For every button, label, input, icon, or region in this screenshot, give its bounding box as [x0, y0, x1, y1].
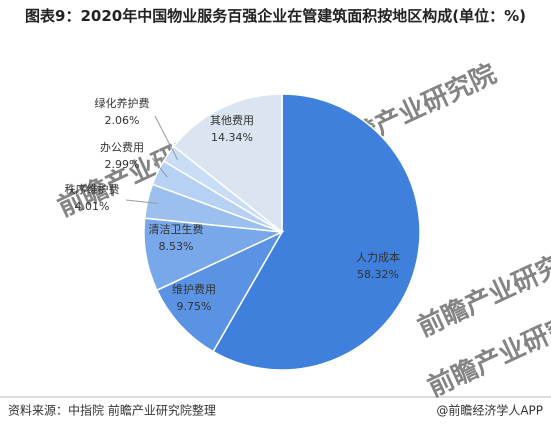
slice-label: 秩序维护费 — [65, 182, 120, 196]
credit: @前瞻经济学人APP — [436, 403, 543, 418]
leader-line — [125, 199, 159, 204]
slice-label: 绿化养护费 — [95, 96, 150, 110]
slice-label: 其他费用 — [210, 114, 254, 127]
value-label: 58.32% — [357, 268, 399, 281]
pie-slice — [212, 93, 421, 371]
value-label: 9.75% — [177, 300, 212, 313]
pie-slice — [172, 93, 283, 234]
pie-slice — [155, 230, 284, 353]
value-label: 4.01% — [75, 200, 110, 213]
leader-line — [151, 157, 168, 178]
value-label: 2.06% — [105, 114, 140, 127]
slice-label: 维护费用 — [172, 282, 216, 296]
slice-label: 人力成本 — [356, 250, 400, 264]
source: 资料来源：中指院 前瞻产业研究院整理 — [8, 403, 216, 418]
slice-label: 清洁卫生费 — [149, 222, 204, 236]
value-label: 2.99% — [105, 158, 140, 171]
slice-label: 办公费用 — [100, 141, 144, 154]
chart-title: 图表9：2020年中国物业服务百强企业在管建筑面积按地区构成(单位：%) — [25, 7, 526, 25]
leader-line — [154, 115, 179, 161]
value-label: 8.53% — [159, 240, 194, 253]
value-label: 14.34% — [211, 131, 253, 144]
